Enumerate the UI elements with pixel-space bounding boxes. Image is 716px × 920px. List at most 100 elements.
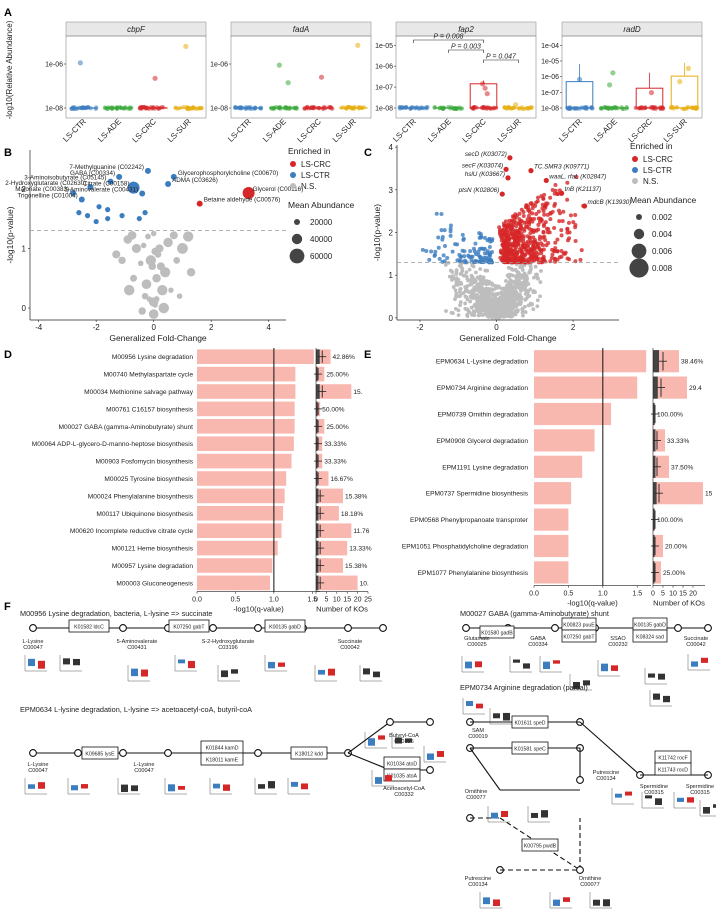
ctr-point: [105, 215, 111, 222]
mini-box-ctr: [131, 668, 138, 677]
mini-boxplot: [24, 655, 47, 672]
ns-point: [507, 280, 512, 285]
baseline-point: [674, 105, 679, 110]
ns-point: [454, 282, 459, 286]
category-label: M00117 Ubiquinone biosynthesis: [96, 511, 193, 518]
ko-bar: [316, 523, 352, 539]
baseline-point: [619, 105, 624, 110]
ctr-point: [448, 233, 453, 238]
mini-box-crc: [385, 775, 392, 782]
percent-label: 42.86%: [333, 354, 356, 361]
panel-c-volcano-kos: -2 0 2 0 1 2 3 4 Generalized Fold-Change -log10(p…: [372, 141, 696, 343]
crc-point: [512, 248, 517, 253]
baseline-point: [568, 106, 573, 111]
ctr-point: [487, 237, 492, 242]
ns-point: [183, 231, 194, 242]
crc-point: [557, 255, 562, 260]
mini-boxplot: [423, 746, 446, 763]
mini-boxplot: [597, 660, 620, 677]
legend-item-label: N.S.: [301, 182, 317, 191]
ctr-point: [440, 259, 445, 264]
mini-box-crc: [603, 899, 610, 907]
baseline-point: [74, 106, 79, 111]
x-tick-label: LS-CTR: [61, 117, 88, 144]
x-axis-title: Generalized Fold-Change: [459, 333, 557, 343]
ns-point: [461, 291, 466, 296]
mini-box-ctr: [483, 897, 490, 905]
legend-item-label: N.S.: [643, 177, 659, 186]
crc-point: [526, 213, 531, 218]
labeled-point: [499, 191, 505, 197]
percent-label: 18.18%: [341, 511, 364, 518]
ns-point: [513, 297, 518, 302]
x-tick-label: LS-SUR: [496, 117, 523, 144]
ns-point: [480, 301, 484, 306]
ctr-point: [453, 242, 458, 247]
crc-point: [561, 209, 566, 214]
x-axis-title: -log10(q-value): [567, 599, 618, 608]
outlier-point: [576, 76, 583, 82]
mini-boxplot: [209, 778, 232, 795]
ns-point: [505, 303, 510, 307]
metabolite-id: C00136: [394, 739, 414, 745]
x-tick-label: 0.5: [564, 591, 574, 598]
outlier-point: [482, 85, 488, 91]
metabolite-id: C00315: [690, 790, 710, 796]
crc-point: [528, 201, 533, 206]
mini-box-crc: [373, 671, 380, 678]
x-tick-label: 0.0: [529, 591, 539, 598]
mini-box-crc: [141, 669, 148, 677]
baseline-point: [191, 105, 196, 110]
ctr-point: [436, 245, 441, 250]
crc-point: [579, 248, 584, 253]
outlier-point: [285, 80, 291, 86]
bar: [197, 523, 282, 539]
legend-size-swatch: [633, 228, 645, 240]
percent-label: 38.46%: [681, 359, 704, 366]
ctr-point: [462, 249, 467, 254]
outlier-point: [276, 62, 282, 68]
bar: [197, 471, 287, 486]
bar: [197, 436, 294, 452]
legend-size-label: 0.008: [652, 264, 673, 273]
category-label: M00003 Gluconeogenesis: [116, 580, 193, 587]
crc-point: [497, 228, 502, 233]
ns-point: [519, 287, 523, 292]
crc-point: [530, 206, 535, 211]
pathway-node: [74, 749, 82, 757]
ns-point: [510, 305, 515, 310]
ns-point: [153, 296, 160, 303]
metabolite-id: C00019: [468, 734, 488, 740]
x-tick-label: LS-CRC: [130, 117, 158, 145]
enzyme-label: K01844 kamD: [206, 745, 239, 751]
enzyme-label: K07250 gabT: [173, 624, 205, 630]
outlier-point: [513, 102, 519, 108]
category-label: EPM1191 Lysine degradation: [442, 464, 528, 471]
y-tick-label: 1e-04: [541, 43, 559, 50]
point-label: Glycerol (C00116): [253, 186, 304, 193]
bar: [197, 453, 292, 469]
ko-bar-core: [316, 349, 320, 365]
mini-box-crc: [493, 899, 500, 907]
ns-point: [169, 231, 178, 240]
ns-point: [465, 312, 470, 317]
category-label: EPM1077 Phenylalanine biosynthesis: [418, 570, 529, 577]
ko-bar: [316, 540, 348, 556]
crc-point: [553, 256, 558, 261]
p-value-label: P = 0.008: [434, 34, 464, 41]
crc-point: [498, 250, 503, 255]
crc-point: [574, 174, 579, 179]
x-tick-label: LS-ADE: [592, 117, 619, 144]
bar: [534, 482, 572, 505]
crc-point: [497, 225, 502, 230]
enzyme-label: K07250 gabT: [563, 634, 595, 640]
significance-bracket: [448, 49, 484, 53]
legend-item-label: LS-CRC: [301, 160, 331, 169]
mini-box-crc: [178, 785, 185, 790]
category-label: M00034 Methionine salvage pathway: [84, 389, 194, 396]
point-label: 3-Aminoisobutyrate (C05145): [24, 175, 106, 182]
crc-point: [519, 207, 524, 212]
bar: [534, 561, 569, 584]
x-tick-label: LS-SUR: [331, 117, 358, 144]
legend-swatch: [632, 178, 638, 184]
